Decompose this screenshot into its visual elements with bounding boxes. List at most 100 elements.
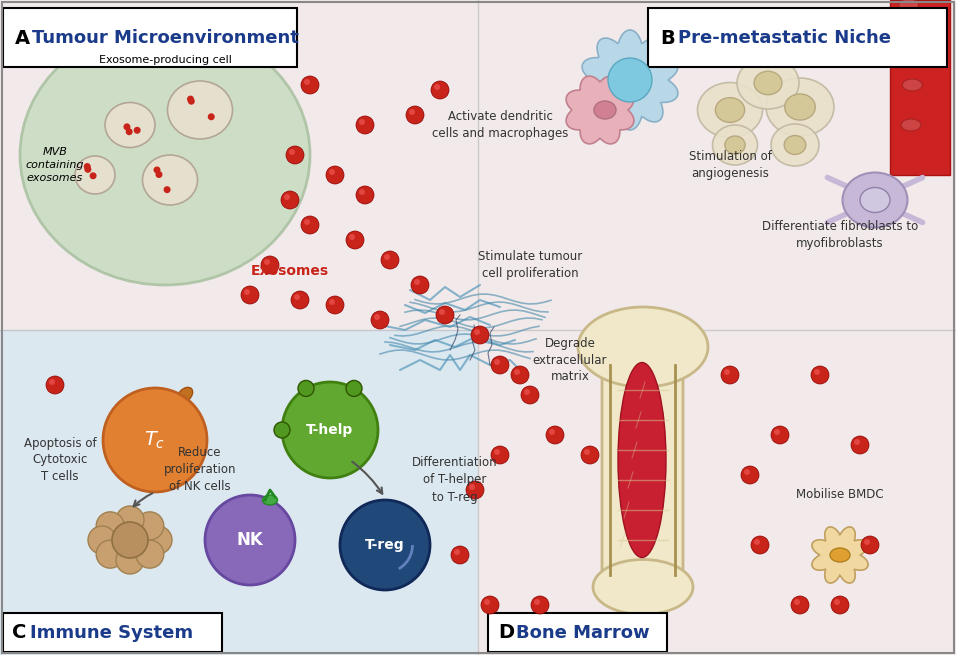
Circle shape — [851, 436, 869, 454]
Text: Bone Marrow: Bone Marrow — [516, 624, 650, 642]
Ellipse shape — [594, 101, 616, 119]
FancyBboxPatch shape — [0, 330, 478, 655]
Circle shape — [144, 526, 172, 554]
Ellipse shape — [178, 387, 193, 403]
Circle shape — [491, 356, 509, 374]
Circle shape — [511, 366, 529, 384]
Circle shape — [264, 259, 270, 265]
Circle shape — [136, 540, 163, 568]
Text: Stimulate tumour
cell proliferation: Stimulate tumour cell proliferation — [478, 250, 582, 280]
Circle shape — [791, 596, 809, 614]
Circle shape — [301, 216, 319, 234]
Text: Reduce
proliferation
of NK cells: Reduce proliferation of NK cells — [163, 447, 236, 493]
FancyBboxPatch shape — [602, 362, 683, 598]
Text: B: B — [660, 29, 675, 48]
Text: Degrade
extracellular
matrix: Degrade extracellular matrix — [532, 337, 607, 383]
Circle shape — [534, 599, 540, 605]
Circle shape — [381, 251, 399, 269]
Circle shape — [298, 381, 314, 396]
Circle shape — [581, 446, 599, 464]
Circle shape — [191, 96, 199, 102]
FancyBboxPatch shape — [890, 0, 950, 175]
Polygon shape — [582, 30, 678, 130]
Circle shape — [158, 174, 164, 181]
Text: Pre-metastatic Niche: Pre-metastatic Niche — [678, 29, 891, 47]
Circle shape — [471, 326, 489, 344]
Circle shape — [474, 329, 480, 335]
Circle shape — [744, 469, 750, 475]
Circle shape — [346, 231, 364, 249]
Circle shape — [371, 311, 389, 329]
Polygon shape — [812, 527, 868, 583]
Circle shape — [274, 422, 290, 438]
Circle shape — [546, 426, 564, 444]
FancyBboxPatch shape — [3, 613, 222, 652]
Text: Apoptosis of
Cytotoxic
T cells: Apoptosis of Cytotoxic T cells — [24, 436, 97, 483]
Circle shape — [97, 540, 124, 568]
Circle shape — [469, 484, 475, 490]
Circle shape — [454, 549, 460, 555]
Circle shape — [244, 289, 250, 295]
Text: Tumour Microenvironment: Tumour Microenvironment — [32, 29, 299, 47]
Text: Differentiation
of T-helper
to T-reg: Differentiation of T-helper to T-reg — [412, 457, 498, 504]
Circle shape — [46, 376, 64, 394]
Circle shape — [261, 256, 279, 274]
Circle shape — [163, 167, 171, 174]
Circle shape — [116, 506, 144, 534]
Circle shape — [116, 546, 144, 574]
Ellipse shape — [904, 39, 924, 51]
Ellipse shape — [20, 25, 310, 285]
Circle shape — [359, 119, 365, 125]
Circle shape — [741, 466, 759, 484]
Circle shape — [771, 426, 789, 444]
Circle shape — [346, 381, 362, 396]
Ellipse shape — [618, 362, 666, 557]
Circle shape — [524, 389, 530, 395]
Circle shape — [774, 429, 780, 435]
Ellipse shape — [860, 187, 890, 212]
Circle shape — [514, 369, 520, 375]
Ellipse shape — [737, 57, 799, 109]
Circle shape — [794, 599, 800, 605]
Circle shape — [751, 536, 769, 554]
FancyBboxPatch shape — [478, 330, 956, 655]
Text: Stimulation of
angiogenesis: Stimulation of angiogenesis — [688, 150, 771, 180]
Text: T-help: T-help — [306, 423, 354, 437]
Circle shape — [112, 522, 148, 558]
Ellipse shape — [263, 495, 277, 505]
FancyBboxPatch shape — [0, 0, 956, 330]
Ellipse shape — [167, 81, 232, 139]
Text: T-reg: T-reg — [365, 538, 404, 552]
Circle shape — [282, 382, 378, 478]
Circle shape — [494, 359, 500, 365]
Circle shape — [409, 109, 415, 115]
Circle shape — [466, 481, 484, 499]
Circle shape — [49, 379, 55, 385]
Circle shape — [484, 599, 490, 605]
Circle shape — [90, 168, 97, 176]
Ellipse shape — [725, 136, 745, 154]
Circle shape — [814, 369, 820, 375]
Text: $T_c$: $T_c$ — [144, 429, 165, 451]
Circle shape — [286, 146, 304, 164]
Ellipse shape — [784, 136, 806, 155]
Circle shape — [291, 291, 309, 309]
Ellipse shape — [830, 548, 850, 562]
Circle shape — [289, 149, 295, 155]
Text: Exosomes: Exosomes — [250, 264, 329, 278]
Circle shape — [831, 596, 849, 614]
Circle shape — [88, 526, 116, 554]
Circle shape — [531, 596, 549, 614]
Circle shape — [138, 118, 144, 124]
Ellipse shape — [578, 307, 708, 387]
Text: C: C — [12, 624, 27, 643]
Circle shape — [294, 294, 300, 300]
Ellipse shape — [698, 83, 763, 138]
Circle shape — [434, 84, 440, 90]
Text: NK: NK — [237, 531, 263, 549]
Circle shape — [205, 495, 295, 585]
Circle shape — [411, 276, 429, 294]
Circle shape — [721, 366, 739, 384]
Circle shape — [521, 386, 539, 404]
Circle shape — [304, 219, 310, 225]
